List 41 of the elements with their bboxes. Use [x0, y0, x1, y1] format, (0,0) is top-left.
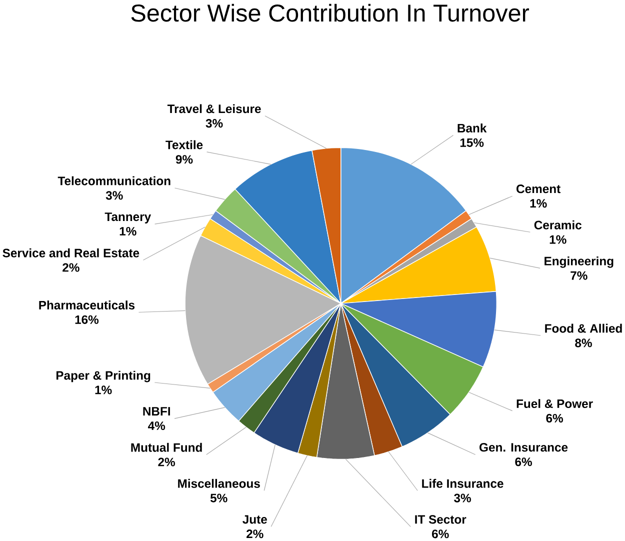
- slice-label: Ceramic: [534, 220, 582, 230]
- slice-label: NBFI: [143, 407, 170, 416]
- data-label: 6%: [432, 530, 449, 538]
- slice-label: Paper & Printing: [56, 371, 150, 382]
- slice-label: Miscellaneous: [178, 479, 260, 488]
- data-label: 3%: [206, 119, 223, 128]
- data-label: 2%: [246, 530, 264, 538]
- data-label: 2%: [158, 458, 176, 467]
- slice-label: Textile: [166, 140, 203, 150]
- slice-label: Service and Real Estate: [2, 248, 140, 258]
- data-label: 7%: [570, 272, 588, 280]
- data-label: 1%: [95, 386, 112, 394]
- data-label: 9%: [176, 155, 193, 164]
- data-label: 8%: [575, 338, 592, 348]
- data-label: 2%: [62, 263, 80, 272]
- slice-label: Fuel & Power: [516, 399, 593, 408]
- data-label: 4%: [148, 422, 166, 430]
- data-label: 5%: [210, 494, 228, 503]
- data-label: 1%: [120, 227, 136, 236]
- slice-label: Travel & Leisure: [167, 104, 261, 114]
- data-label: 1%: [530, 199, 547, 208]
- slice-label: Engineering: [544, 256, 614, 268]
- data-label: 3%: [454, 494, 471, 503]
- slice-label: Life Insurance: [422, 479, 504, 488]
- slice-label: Pharmaceuticals: [39, 300, 135, 310]
- data-label: 6%: [546, 414, 564, 423]
- slice-label: IT Sector: [415, 515, 466, 524]
- slice-label: Food & Allied: [545, 324, 622, 333]
- data-label: 1%: [550, 236, 566, 244]
- slice-label: Bank: [458, 124, 487, 133]
- slice-label: Gen. Insurance: [480, 443, 568, 452]
- slice-label: Cement: [516, 184, 560, 194]
- slice-label: Jute: [242, 515, 267, 524]
- chart-title: Sector Wise Contribution In Turnover: [131, 4, 530, 22]
- slice-label: Telecommunication: [58, 176, 170, 186]
- slice-label: Tannery: [104, 212, 152, 224]
- data-label: 3%: [106, 191, 123, 200]
- data-label: 6%: [515, 458, 532, 466]
- slice-label: Mutual Fund: [131, 443, 202, 452]
- data-label: 15%: [460, 138, 484, 148]
- data-label: 16%: [75, 316, 99, 324]
